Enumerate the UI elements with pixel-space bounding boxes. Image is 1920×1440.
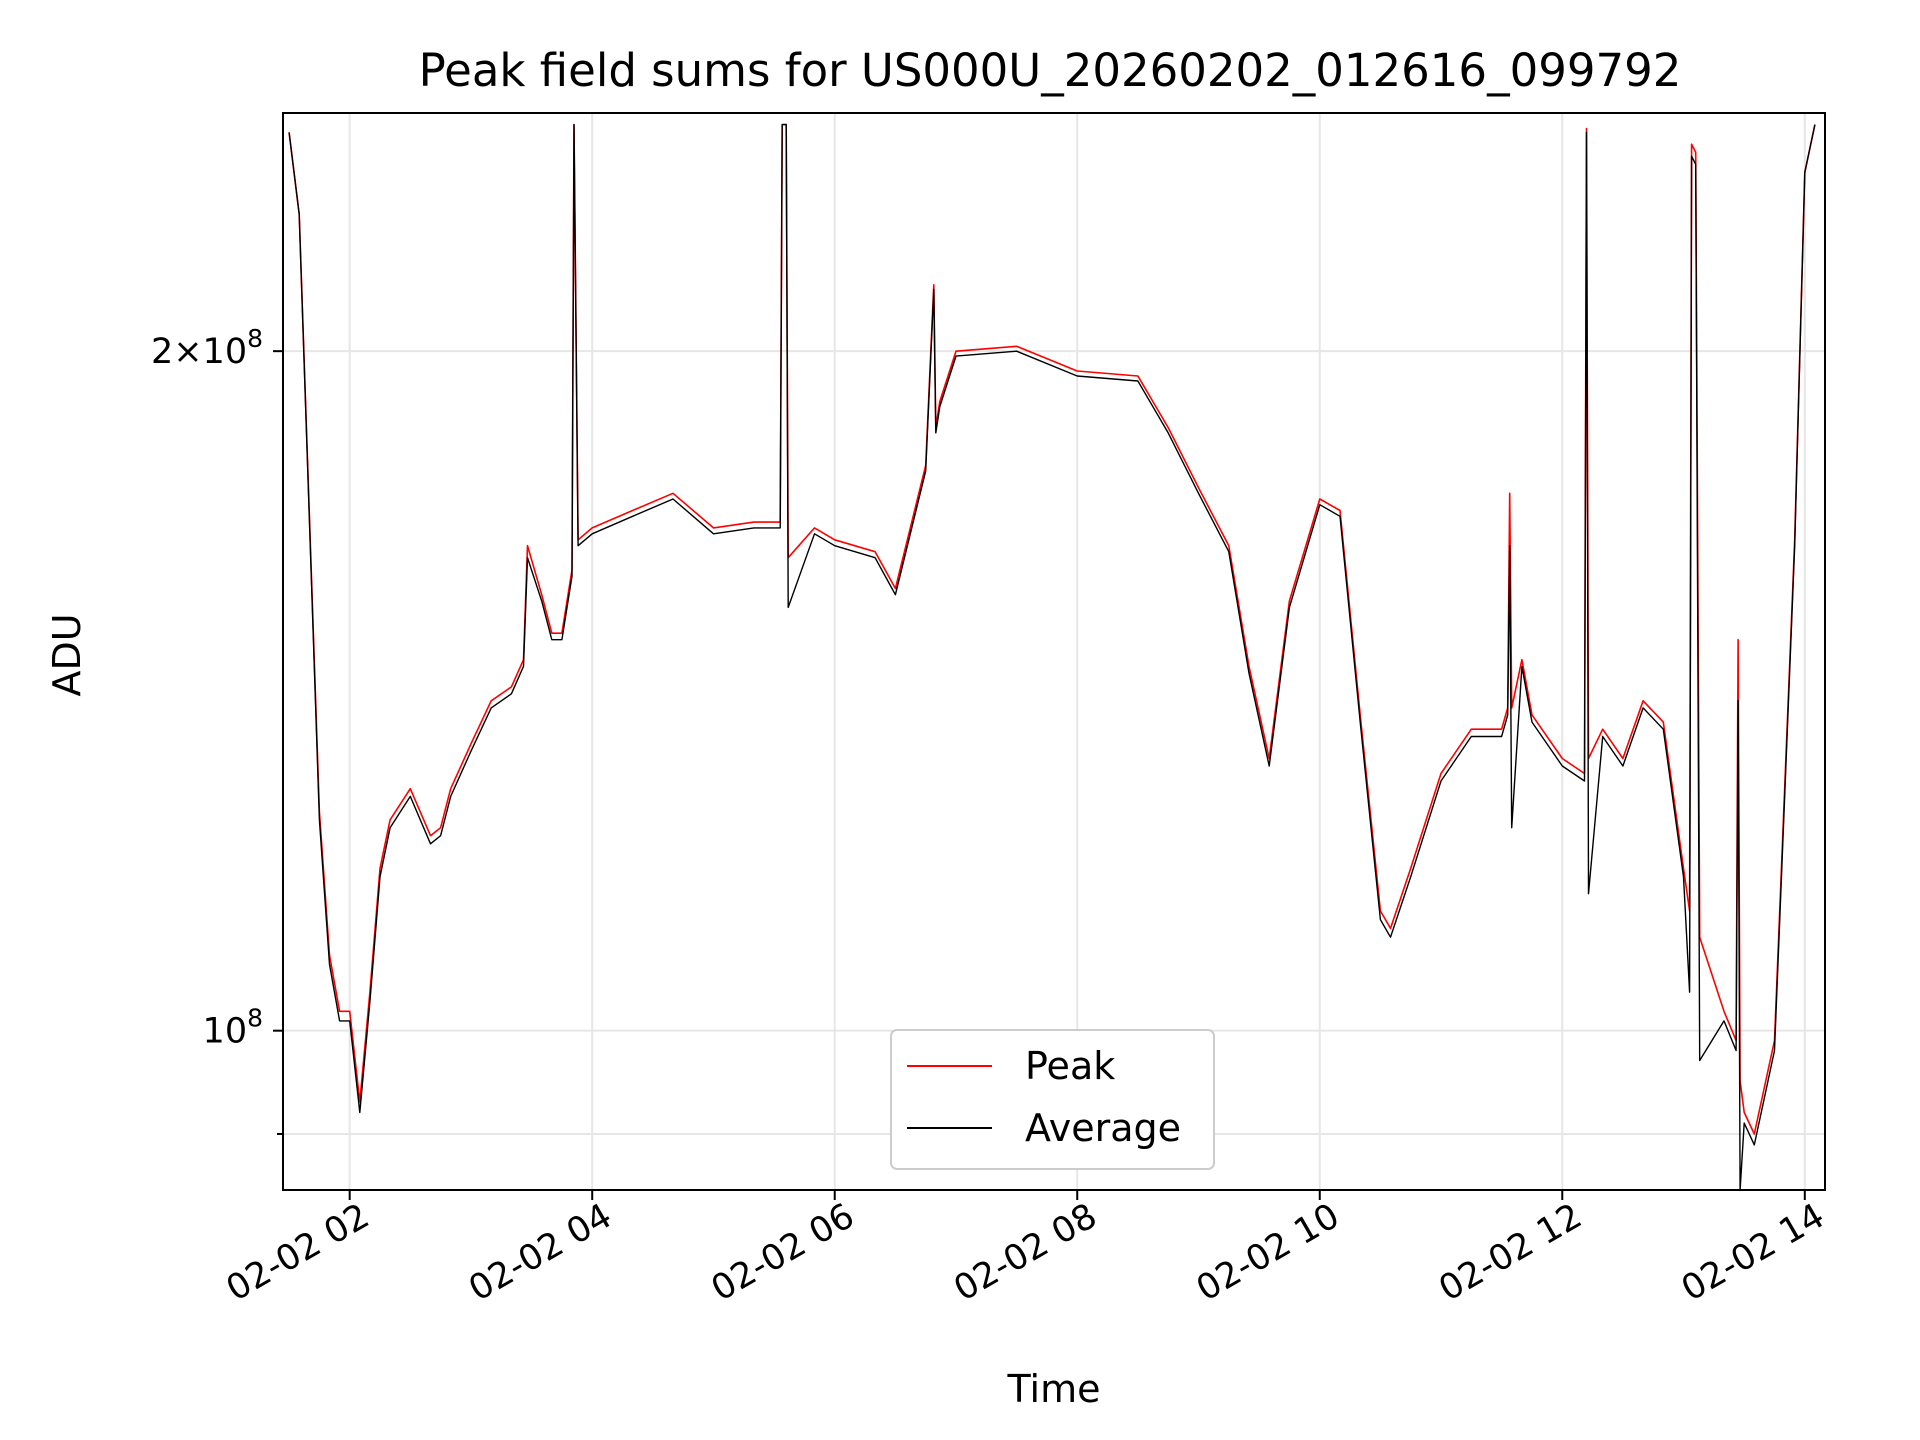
y-tick-label: 2×108 [151,324,263,372]
series-line-peak [288,123,1816,1135]
chart-title: Peak field sums for US000U_20260202_0126… [419,44,1682,97]
legend-label-average: Average [1025,1106,1181,1150]
series-line-average [288,123,1816,1190]
legend-label-peak: Peak [1025,1044,1115,1088]
plot-frame [282,112,1826,1191]
x-axis-label: Time [1007,1367,1101,1411]
series-layer [288,123,1816,1190]
legend: Peak Average [890,1029,1215,1170]
legend-box [890,1029,1215,1170]
grid [283,113,1825,1190]
y-axis-label: ADU [45,613,89,696]
